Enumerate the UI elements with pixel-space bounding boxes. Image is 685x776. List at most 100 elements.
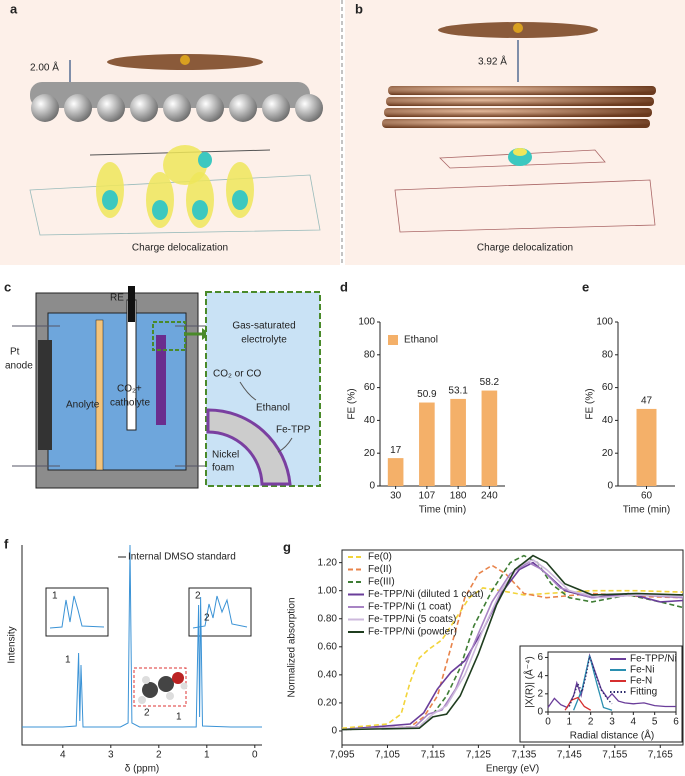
x-tick-label: 4 bbox=[631, 717, 637, 728]
panel-f-decor bbox=[45, 587, 252, 707]
x-tick-label: 60 bbox=[641, 491, 653, 502]
x-tick-label: 4 bbox=[60, 750, 66, 761]
legend-label: Fe(0) bbox=[368, 552, 392, 563]
x-tick-label: 1 bbox=[204, 750, 210, 761]
y-tick-label: 0 bbox=[331, 726, 337, 737]
x-tick-label: 7,165 bbox=[648, 750, 673, 761]
panel-c: c Pt anode Anolyte CO₂+ catholyte RE Gas… bbox=[4, 279, 321, 489]
panel-background bbox=[345, 0, 685, 265]
y-tick-label: 60 bbox=[364, 382, 376, 393]
inset-spectrum bbox=[49, 595, 105, 629]
x-tick-label: 0 bbox=[545, 717, 551, 728]
x-tick-label: 7,115 bbox=[421, 750, 446, 761]
legend-label: Fe(III) bbox=[368, 577, 395, 588]
y-tick-label: 0.40 bbox=[318, 669, 338, 680]
x-tick-label: 180 bbox=[450, 491, 467, 502]
x-tick-label: 0 bbox=[252, 750, 258, 761]
y-axis-label: FE (%) bbox=[585, 388, 596, 419]
x-axis-label: Time (min) bbox=[419, 505, 466, 516]
x-tick-label: 7,145 bbox=[557, 750, 582, 761]
inset-box bbox=[45, 587, 109, 637]
series-line bbox=[568, 653, 613, 707]
x-tick-label: 240 bbox=[481, 491, 498, 502]
x-axis-label: Energy (eV) bbox=[486, 764, 539, 775]
y-tick-label: 0.60 bbox=[318, 641, 338, 652]
support-label: Nickel bbox=[212, 450, 239, 461]
caption: Charge delocalization bbox=[132, 243, 228, 254]
caption: Charge delocalization bbox=[477, 243, 573, 254]
panel-a: a 2.00 Å Charge delocalization bbox=[0, 0, 340, 265]
reference-electrode-top bbox=[128, 286, 135, 322]
cathode bbox=[156, 335, 166, 425]
legend-label: Fe-TPP/Ni (1 coat) bbox=[368, 602, 451, 613]
y-tick-label: 80 bbox=[364, 349, 376, 360]
value-label: 50.9 bbox=[417, 389, 437, 400]
x-tick-label: 107 bbox=[419, 491, 436, 502]
x-tick-label: 7,095 bbox=[329, 750, 354, 761]
reaction-arrow bbox=[239, 381, 257, 401]
x-tick-label: 7,155 bbox=[602, 750, 627, 761]
panel-label: c bbox=[4, 279, 11, 294]
inset-label: 2 bbox=[195, 591, 201, 602]
legend-label: Fe-N bbox=[630, 676, 652, 687]
charge-density bbox=[513, 148, 527, 156]
axes bbox=[21, 545, 262, 746]
y-tick-label: 6 bbox=[537, 652, 543, 663]
panel-label: b bbox=[355, 1, 363, 16]
feed-label: CO₂ or CO bbox=[213, 369, 262, 380]
nickel-atoms bbox=[31, 94, 323, 122]
x-tick-label: 7,105 bbox=[375, 750, 400, 761]
value-label: 17 bbox=[390, 445, 402, 456]
peak-label: 2 bbox=[204, 613, 210, 624]
electrolyte-label: electrolyte bbox=[241, 335, 287, 346]
legend-label: Fe(II) bbox=[368, 564, 392, 575]
legend-label: Fe-TPP/Ni (5 coats) bbox=[368, 614, 456, 625]
charge-density bbox=[96, 145, 254, 228]
support-label: foam bbox=[212, 463, 234, 474]
peak-label: 1 bbox=[65, 655, 71, 666]
distance-label: 3.92 Å bbox=[478, 55, 507, 68]
product-label: Ethanol bbox=[256, 403, 290, 414]
y-axis-label: Intensity bbox=[7, 626, 18, 663]
annotation: Internal DMSO standard bbox=[128, 552, 236, 563]
y-axis-label: FE (%) bbox=[347, 388, 358, 419]
bar bbox=[450, 398, 466, 486]
value-label: 58.2 bbox=[480, 377, 500, 388]
y-tick-label: 100 bbox=[596, 317, 613, 328]
x-axis-label: Time (min) bbox=[623, 505, 670, 516]
series-line bbox=[341, 561, 684, 731]
catholyte-label: CO₂+ bbox=[117, 384, 142, 395]
y-tick-label: 80 bbox=[602, 349, 614, 360]
inset-box bbox=[188, 587, 252, 637]
x-tick-label: 5 bbox=[652, 717, 658, 728]
y-tick-label: 1.20 bbox=[318, 557, 338, 568]
graphene-sheet bbox=[394, 179, 656, 233]
panel-b: b 3.92 Å Charge delocalization bbox=[345, 0, 685, 265]
y-axis-label: |X(R)| (Å⁻⁴) bbox=[523, 656, 536, 707]
legend-label: Fe-TPP/Ni bbox=[630, 654, 677, 665]
panel-label: a bbox=[10, 1, 18, 16]
anode-label: Pt bbox=[10, 347, 20, 358]
zoom-marker bbox=[152, 321, 186, 351]
legend-label: Ethanol bbox=[404, 335, 438, 346]
y-tick-label: 2 bbox=[537, 688, 543, 699]
x-tick-label: 7,125 bbox=[466, 750, 491, 761]
x-tick-label: 3 bbox=[609, 717, 615, 728]
electrolyte-label: Gas-saturated bbox=[232, 321, 295, 332]
series-line bbox=[341, 564, 684, 731]
legend-label: Fe-TPP/Ni (diluted 1 coat) bbox=[368, 589, 484, 600]
anolyte-label: Anolyte bbox=[66, 400, 100, 411]
x-axis-label: Radial distance (Å) bbox=[570, 729, 654, 742]
graphite-layers bbox=[382, 86, 656, 128]
membrane bbox=[95, 319, 104, 471]
x-tick-label: 6 bbox=[673, 717, 679, 728]
y-axis-label: Normalized absorption bbox=[287, 597, 298, 697]
bar bbox=[387, 458, 404, 486]
y-tick-label: 40 bbox=[602, 415, 614, 426]
catalyst-label: Fe-TPP bbox=[276, 425, 311, 436]
y-tick-label: 20 bbox=[602, 448, 614, 459]
y-tick-label: 20 bbox=[364, 448, 376, 459]
x-tick-label: 3 bbox=[108, 750, 114, 761]
panel-label: e bbox=[582, 279, 589, 294]
